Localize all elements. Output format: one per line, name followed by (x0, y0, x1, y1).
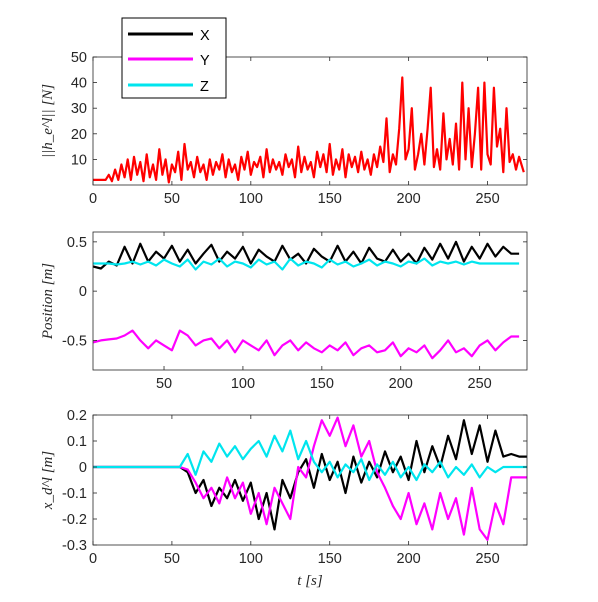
x-tick-label: 100 (239, 191, 263, 207)
y-tick-label: 0.5 (67, 235, 87, 251)
panel-3: 0 50 100 150 200 250 -0.3 -0.2 -0.1 0 0.1 0.2 x_d^l … (40, 408, 528, 589)
axes-box (92, 231, 528, 371)
y-tick-label: 0 (79, 284, 87, 300)
series-line-force (93, 76, 525, 184)
y-tick-label: 0.2 (67, 408, 87, 424)
series-line-y (93, 416, 527, 541)
y-tick-label: -0.5 (62, 333, 87, 349)
panel-1: 0 50 100 150 200 250 10 20 30 40 50 ||h_e^l|| [N] (40, 50, 528, 207)
y-tick-label: 30 (71, 101, 87, 117)
x-axis-label: t [s] (297, 573, 323, 589)
x-tick-label: 200 (389, 376, 413, 392)
y-tick-label: 40 (71, 76, 87, 92)
x-tick-label: 150 (318, 551, 342, 567)
axes-box (92, 56, 528, 186)
legend-label-z: Z (200, 79, 209, 95)
series-line-x (93, 419, 527, 531)
x-tick-label: 0 (89, 551, 97, 567)
legend: X Y Z (121, 17, 227, 99)
y-tick-label: -0.2 (62, 512, 87, 528)
y-tick-label: 50 (71, 50, 87, 66)
legend-label-x: X (200, 28, 210, 44)
x-tick-label: 50 (156, 376, 172, 392)
legend-label-y: Y (200, 53, 210, 69)
x-tick-label: 0 (89, 191, 97, 207)
x-tick-label: 50 (164, 551, 180, 567)
series-line-z (93, 257, 520, 271)
y-tick-label: -0.1 (62, 486, 87, 502)
x-tick-label: 200 (397, 551, 421, 567)
y-tick-label: 10 (71, 152, 87, 168)
y-tick-label: -0.3 (62, 538, 87, 554)
x-tick-label: 50 (164, 191, 180, 207)
x-tick-label: 150 (310, 376, 334, 392)
y-axis-label: x_d^l [m] (40, 451, 56, 511)
x-tick-label: 100 (231, 376, 255, 392)
x-tick-label: 250 (468, 376, 492, 392)
y-tick-label: 20 (71, 127, 87, 143)
x-tick-label: 150 (318, 191, 342, 207)
series-line-z (93, 429, 527, 482)
x-tick-label: 100 (239, 551, 263, 567)
x-tick-label: 200 (397, 191, 421, 207)
x-tick-label: 250 (475, 551, 499, 567)
y-axis-label: Position [m] (40, 263, 56, 340)
axes-box (92, 414, 528, 546)
series-line-y (93, 329, 520, 360)
x-tick-label: 250 (475, 191, 499, 207)
y-tick-label: 0 (79, 460, 87, 476)
y-tick-label: 0.1 (67, 434, 87, 450)
y-axis-label: ||h_e^l|| [N] (40, 84, 56, 158)
panel-2: 50 100 150 200 250 -0.5 0 0.5 Position [m] (40, 231, 528, 392)
